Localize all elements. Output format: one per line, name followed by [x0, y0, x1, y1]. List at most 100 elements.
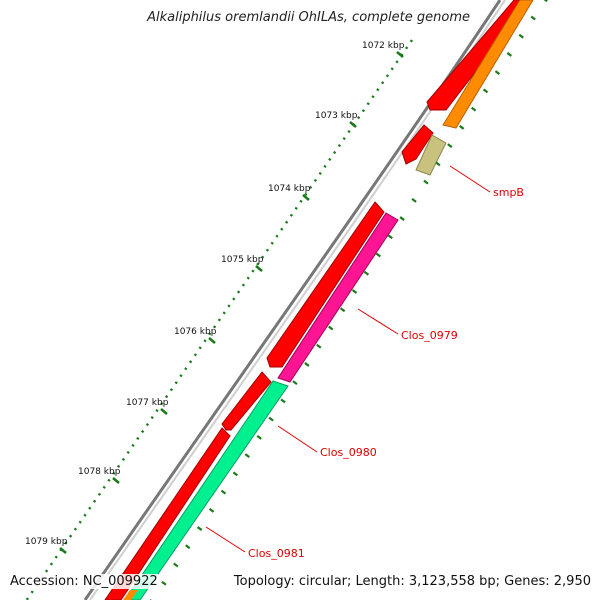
kbp-label: 1077 kbp [126, 398, 169, 408]
minor-tick [333, 150, 337, 155]
minor-tick [30, 590, 34, 594]
minor-tick [136, 436, 140, 441]
minor-tick [165, 395, 169, 399]
inner-tick [363, 270, 370, 276]
inner-tick [316, 343, 322, 349]
inner-tick [518, 33, 524, 39]
inner-tick [459, 125, 465, 130]
minor-tick [78, 520, 82, 524]
minor-tick [309, 185, 313, 189]
cds-red-long-1[interactable] [266, 201, 385, 368]
minor-tick [285, 220, 289, 224]
label-Clos_0979[interactable]: Clos_0979 [401, 329, 458, 342]
minor-tick [93, 499, 97, 503]
kbp-label: 1072 kbp [362, 41, 405, 51]
inner-tick [435, 161, 441, 167]
kbp-ruler: 1072 kbp 1073 kbp 1074 kbp 1075 kbp 1076 kbp… [25, 41, 405, 554]
genome-summary-text: Topology: circular; Length: 3,123,558 bp… [233, 574, 591, 589]
leader-Clos_0979 [357, 308, 399, 335]
minor-tick [347, 130, 351, 134]
minor-tick [313, 178, 317, 182]
minor-tick [145, 422, 149, 427]
minor-tick [174, 381, 178, 385]
minor-tick [227, 304, 231, 308]
minor-tick [390, 67, 394, 71]
minor-tick [280, 227, 284, 231]
minor-tick [275, 234, 279, 238]
kbp-label: 1078 kbp [78, 467, 121, 477]
minor-tick [405, 46, 409, 50]
minor-tick [299, 199, 303, 203]
minor-tick [102, 485, 106, 489]
minor-tick [88, 506, 92, 510]
minor-tick [371, 95, 375, 99]
inner-tick [482, 88, 489, 94]
forward-strand-track [123, 0, 534, 600]
inner-tick-track [150, 0, 548, 600]
minor-tick [69, 534, 73, 538]
minor-tick [357, 116, 361, 120]
kbp-label: 1076 kbp [174, 327, 217, 337]
major-tick [255, 265, 263, 272]
minor-tick [141, 429, 145, 434]
minor-tick [131, 443, 135, 448]
minor-tick [409, 39, 413, 43]
minor-tick [150, 415, 154, 420]
minor-tick [49, 562, 53, 566]
inner-tick [399, 216, 405, 221]
leader-Clos_0981 [205, 526, 246, 553]
minor-tick [222, 311, 226, 315]
inner-tick [292, 380, 298, 386]
cds-red-long-2[interactable] [221, 371, 272, 431]
accession-text: Accession: NC_009922 [10, 574, 158, 589]
cds-red-long-3[interactable] [104, 427, 231, 600]
label-smpB[interactable]: smpB [493, 186, 524, 199]
leader-Clos_0980 [277, 425, 318, 453]
inner-tick [470, 106, 477, 112]
inner-tick [375, 252, 381, 258]
inner-tick [220, 489, 227, 495]
minor-tick [251, 269, 255, 273]
inner-tick [208, 507, 215, 513]
inner-tick [494, 70, 501, 76]
inner-tick [244, 453, 250, 458]
major-tick [302, 194, 310, 201]
minor-tick [107, 478, 111, 482]
minor-tick [366, 102, 370, 106]
minor-tick [376, 88, 380, 92]
minor-tick [73, 527, 77, 531]
minor-tick [45, 569, 49, 573]
inner-tick [161, 580, 167, 586]
minor-tick [361, 109, 365, 113]
kbp-label: 1075 kbp [221, 255, 264, 265]
minor-tick [208, 332, 212, 336]
orf-orange-top[interactable] [442, 0, 534, 129]
minor-tick [232, 297, 236, 301]
minor-tick [121, 457, 125, 461]
kbp-label: 1074 kbp [268, 184, 311, 194]
minor-tick [117, 464, 121, 468]
minor-tick [179, 374, 183, 378]
inner-tick [447, 143, 453, 148]
minor-tick [304, 192, 308, 196]
major-tick [112, 477, 120, 484]
inner-tick [304, 362, 310, 367]
inner-tick [173, 562, 179, 568]
label-Clos_0981[interactable]: Clos_0981 [248, 547, 305, 560]
gene-labels: smpB Clos_0979 Clos_0980 Clos_0981 [205, 165, 524, 560]
minor-tick [294, 206, 298, 210]
inner-tick [506, 52, 513, 57]
gene-Clos_0980-bar[interactable] [124, 380, 289, 600]
gene-Clos_0979-bar[interactable] [277, 212, 399, 383]
label-Clos_0980[interactable]: Clos_0980 [320, 446, 377, 459]
orf-orange-bottom[interactable] [123, 590, 138, 600]
cds-red-smpB-adjacent[interactable] [401, 124, 434, 165]
minor-tick [256, 262, 260, 266]
minor-tick [155, 409, 159, 413]
minor-tick [169, 388, 173, 392]
inner-tick [423, 179, 429, 185]
minor-tick [323, 164, 327, 169]
minor-tick [112, 471, 116, 475]
inner-tick [351, 289, 358, 294]
gene-smpB-bar[interactable] [415, 134, 447, 176]
